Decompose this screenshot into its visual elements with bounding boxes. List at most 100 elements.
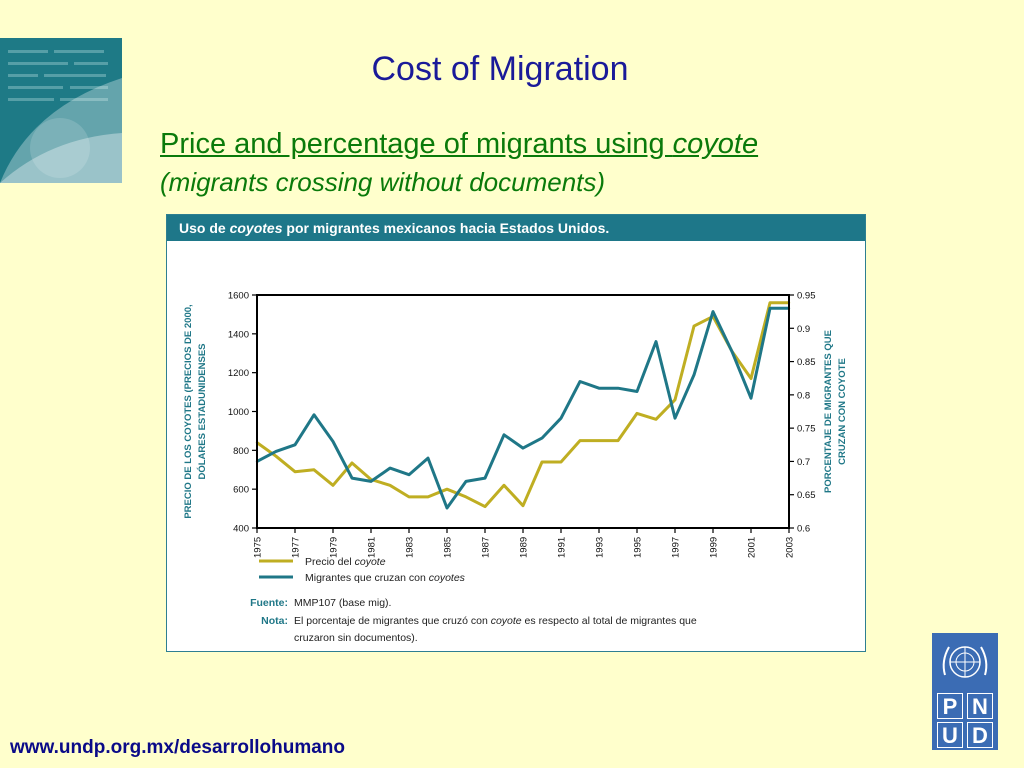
data-point-precio — [692, 324, 696, 328]
slide-title: Cost of Migration — [371, 50, 629, 88]
data-point-migrantes — [293, 443, 297, 446]
subtitle-italic: coyote — [672, 128, 759, 160]
data-point-migrantes — [654, 340, 658, 343]
data-point-migrantes — [331, 440, 335, 443]
y-left-tick-label: 800 — [233, 446, 249, 457]
data-point-migrantes — [616, 387, 620, 390]
data-point-precio — [635, 412, 639, 415]
y-left-tick-label: 1200 — [228, 368, 249, 379]
chart-notes: Fuente: MMP107 (base mig). Nota: El porc… — [250, 597, 697, 644]
x-tick-label: 1995 — [633, 537, 644, 558]
y-left-tick-label: 1600 — [228, 291, 249, 302]
x-tick-label: 1991 — [557, 537, 568, 558]
logo-letter-d: D — [967, 722, 993, 748]
x-tick-label: 2001 — [747, 537, 758, 558]
y-right-tick-label: 0.9 — [797, 324, 810, 335]
data-point-precio — [350, 461, 354, 465]
data-point-precio — [540, 460, 544, 464]
decorative-corner-image — [0, 38, 122, 183]
y-left-tick-label: 1400 — [228, 329, 249, 340]
data-point-migrantes — [388, 466, 392, 470]
fuente-text: MMP107 (base mig). — [294, 597, 391, 609]
data-point-migrantes — [369, 480, 373, 483]
nota-text-line2: cruzaron sin documentos). — [294, 632, 418, 644]
data-point-precio — [407, 495, 411, 499]
data-point-migrantes — [445, 506, 449, 510]
chart-title-post: por migrantes mexicanos hacia Estados Un… — [282, 220, 610, 236]
data-point-migrantes — [597, 387, 601, 390]
data-point-migrantes — [312, 413, 316, 417]
data-point-migrantes — [521, 446, 525, 450]
chart-title-italic: coyotes — [229, 220, 283, 236]
data-point-precio — [445, 487, 449, 491]
data-point-migrantes — [483, 476, 487, 480]
y-right-tick-label: 0.85 — [797, 357, 816, 368]
data-point-precio — [559, 460, 563, 464]
data-point-precio — [293, 470, 297, 473]
data-point-migrantes — [768, 307, 772, 310]
y-right-tick-label: 0.95 — [797, 291, 816, 302]
x-tick-label: 1985 — [443, 537, 454, 558]
chart-legend: Precio del coyote Migrantes que cruzan c… — [259, 556, 466, 584]
data-point-precio — [749, 377, 753, 380]
x-tick-label: 1997 — [671, 537, 682, 558]
chart-title: Uso de coyotes por migrantes mexicanos h… — [167, 215, 865, 241]
data-point-precio — [673, 398, 677, 402]
data-point-precio — [483, 505, 487, 508]
data-point-migrantes — [635, 390, 639, 393]
un-emblem-icon — [942, 646, 988, 678]
x-tick-label: 1979 — [329, 537, 340, 558]
x-tick-label: 1987 — [481, 537, 492, 558]
x-tick-label: 1989 — [519, 537, 530, 558]
chart-title-pre: Uso de — [179, 220, 230, 236]
data-point-precio — [331, 484, 335, 487]
data-point-precio — [768, 301, 772, 304]
data-point-migrantes — [730, 350, 734, 353]
data-point-precio — [654, 418, 658, 421]
y-left-tick-label: 400 — [233, 524, 249, 535]
data-point-migrantes — [407, 473, 411, 476]
plot-frame — [256, 294, 790, 529]
data-point-precio — [464, 495, 468, 499]
x-tick-label: 1975 — [253, 537, 264, 558]
y-axis-right-label: PORCENTAJE DE MIGRANTES QUE — [823, 330, 834, 493]
series-line-precio — [256, 301, 789, 509]
y-axis-right-label-line2: CRUZAN CON COYOTE — [837, 358, 848, 465]
data-point-migrantes — [350, 476, 354, 480]
y-right-tick-label: 0.65 — [797, 490, 816, 501]
logo-letter-n: N — [967, 693, 993, 719]
series-line-migrantes — [256, 306, 789, 510]
y-axis-left-label: PRECIO DE LOS COYOTES (PRECIOS DE 2000, — [183, 304, 194, 518]
fuente-label: Fuente: — [250, 597, 288, 609]
data-point-precio — [426, 495, 430, 499]
x-tick-label: 1993 — [595, 537, 606, 558]
data-point-precio — [597, 439, 601, 442]
data-point-precio — [312, 468, 316, 471]
data-point-migrantes — [502, 433, 506, 436]
x-tick-label: 2003 — [785, 537, 796, 558]
y-right-tick-label: 0.7 — [797, 457, 810, 468]
data-point-migrantes — [274, 450, 278, 453]
legend-entry-migrants: Migrantes que cruzan con coyotes — [305, 572, 466, 584]
y-left-tick-label: 600 — [233, 485, 249, 496]
footer-url-link[interactable]: www.undp.org.mx/desarrollohumano — [10, 737, 345, 758]
data-point-precio — [274, 454, 278, 458]
data-point-precio — [502, 484, 506, 487]
data-point-migrantes — [464, 480, 468, 483]
x-tick-label: 1981 — [367, 537, 378, 558]
data-point-migrantes — [749, 396, 753, 400]
data-point-migrantes — [426, 456, 430, 460]
x-tick-label: 1999 — [709, 537, 720, 558]
y-right-tick-label: 0.75 — [797, 424, 816, 435]
data-point-migrantes — [673, 416, 677, 420]
logo-letter-u: U — [937, 722, 963, 748]
logo-letter-p: P — [937, 693, 963, 719]
y-right-tick-label: 0.6 — [797, 524, 810, 535]
data-point-precio — [521, 504, 525, 507]
y-right-tick-label: 0.8 — [797, 390, 810, 401]
data-point-migrantes — [540, 436, 544, 440]
x-tick-label: 1977 — [291, 537, 302, 558]
data-point-precio — [578, 439, 582, 442]
legend-entry-price: Precio del coyote — [305, 556, 386, 568]
undp-logo: P N U D — [932, 633, 998, 750]
